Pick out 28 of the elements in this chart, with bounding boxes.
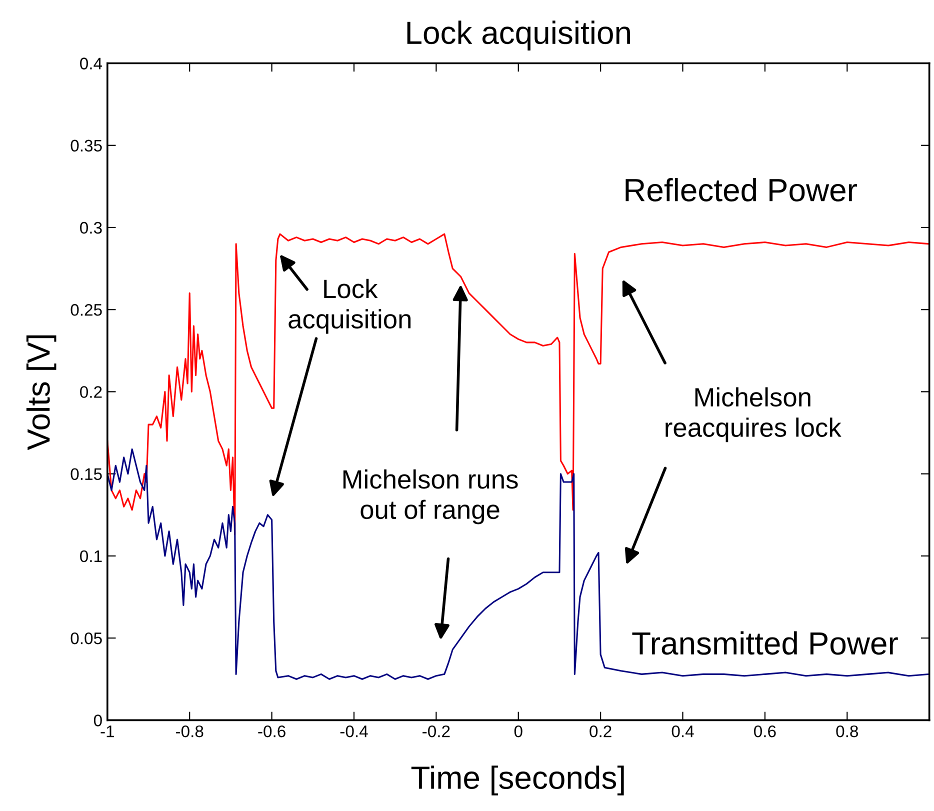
x-axis-title: Time [seconds] bbox=[411, 766, 624, 796]
x-tick-label: 0.8 bbox=[836, 725, 858, 738]
y-tick-label: 0.3 bbox=[80, 222, 102, 234]
x-tick-label: -0.2 bbox=[422, 725, 450, 738]
series-label: Transmitted Power bbox=[632, 631, 898, 655]
y-tick-label: 0.25 bbox=[70, 304, 102, 316]
x-tick-label: 0.6 bbox=[754, 725, 776, 738]
y-tick-label: 0.05 bbox=[70, 632, 102, 644]
annotation: Lock acquisition bbox=[288, 278, 411, 334]
chart-title: Lock acquisition bbox=[407, 20, 630, 50]
y-tick-label: 0.1 bbox=[80, 550, 102, 562]
x-tick-label: -0.4 bbox=[340, 725, 368, 738]
x-tick-label: 0 bbox=[514, 725, 522, 738]
y-tick-label: 0.2 bbox=[80, 386, 102, 398]
x-tick-label: -0.6 bbox=[258, 725, 286, 738]
y-tick-label: 0.4 bbox=[80, 58, 102, 70]
y-axis-title: Volts [V] bbox=[26, 335, 56, 450]
x-tick-label: 0.4 bbox=[672, 725, 694, 738]
x-tick-label: -0.8 bbox=[176, 725, 204, 738]
line-series bbox=[107, 448, 930, 680]
x-tick-label: 0.2 bbox=[590, 725, 612, 738]
series-label: Reflected Power bbox=[626, 178, 857, 202]
y-tick-label: 0.35 bbox=[70, 140, 102, 152]
y-tick-label: 0.15 bbox=[70, 468, 102, 480]
x-tick-label: -1 bbox=[100, 726, 114, 738]
y-tick-label: 0 bbox=[94, 714, 102, 726]
annotation: Michelson reacquires lock bbox=[666, 387, 842, 442]
annotation: Michelson runs out of range bbox=[343, 469, 518, 524]
